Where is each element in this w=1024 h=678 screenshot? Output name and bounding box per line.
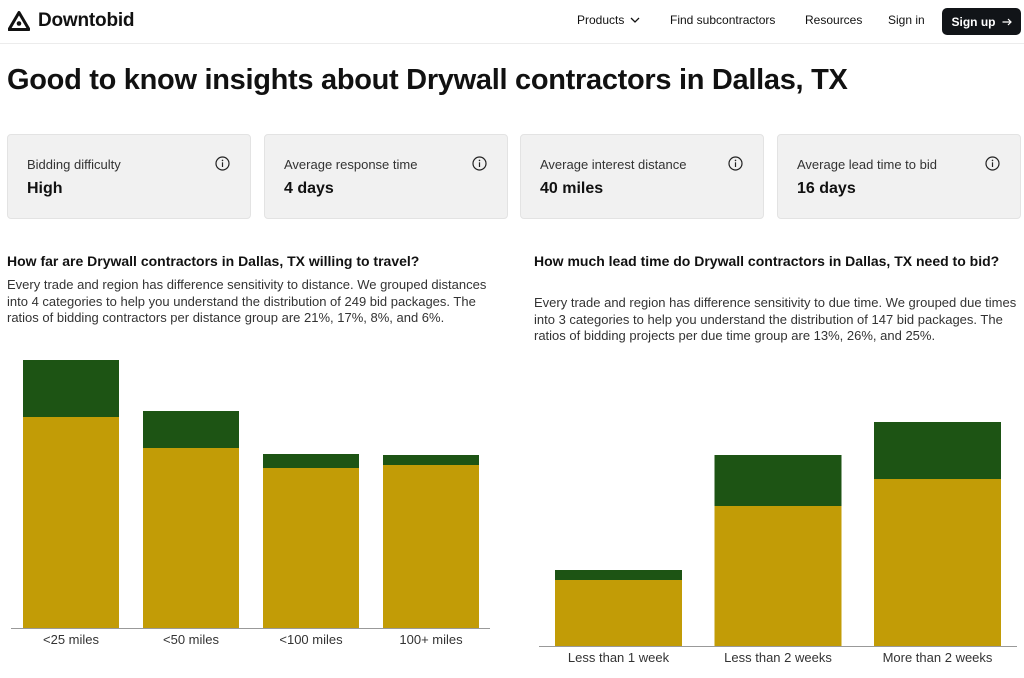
bar-segment	[143, 411, 239, 448]
lead-time-description: Every trade and region has difference se…	[534, 295, 1017, 343]
stat-value: 4 days	[284, 180, 334, 197]
nav-products-label: Products	[577, 13, 625, 27]
bar-segment	[383, 455, 479, 465]
bar-segment	[143, 448, 239, 628]
x-tick-label: <25 miles	[43, 632, 99, 647]
x-tick-label: More than 2 weeks	[883, 650, 993, 665]
info-icon[interactable]	[472, 156, 487, 171]
downtobid-logo-icon	[8, 11, 30, 31]
stat-label: Bidding difficulty	[27, 157, 121, 172]
travel-distance-description: Every trade and region has difference se…	[7, 277, 487, 325]
x-tick-label: Less than 1 week	[568, 650, 670, 665]
chevron-down-icon	[630, 17, 640, 23]
stat-card-average-interest-distance: Average interest distance 40 miles	[520, 134, 764, 219]
brand-name: Downtobid	[38, 10, 135, 31]
bar-segment	[714, 455, 842, 506]
bar-segment	[555, 580, 682, 646]
stat-card-average-lead-time: Average lead time to bid 16 days	[777, 134, 1021, 219]
info-icon[interactable]	[728, 156, 743, 171]
arrow-right-icon	[1002, 18, 1012, 25]
bar-segment	[555, 570, 682, 580]
stat-value: 16 days	[797, 180, 856, 197]
bar-segment	[874, 479, 1001, 646]
lead-time-heading: How much lead time do Drywall contractor…	[534, 253, 1000, 269]
bar-segment	[383, 465, 479, 628]
stat-value: 40 miles	[540, 180, 604, 197]
brand[interactable]: Downtobid	[8, 10, 135, 32]
stat-label: Average lead time to bid	[797, 157, 937, 172]
stat-card-bidding-difficulty: Bidding difficulty High	[7, 134, 251, 219]
x-tick-label: Less than 2 weeks	[724, 650, 832, 665]
bar-segment	[874, 422, 1001, 479]
sign-in-link[interactable]: Sign in	[888, 13, 925, 27]
stat-label: Average interest distance	[540, 157, 687, 172]
top-navbar: Downtobid Products Find subcontractors R…	[0, 0, 1024, 44]
info-icon[interactable]	[215, 156, 230, 171]
stat-label: Average response time	[284, 157, 418, 172]
bar-segment	[23, 417, 119, 628]
sign-up-label: Sign up	[951, 14, 996, 29]
bar-segment	[23, 360, 119, 417]
bar-segment	[714, 506, 842, 646]
stat-card-average-response-time: Average response time 4 days	[264, 134, 508, 219]
page-title: Good to know insights about Drywall cont…	[7, 64, 848, 96]
nav-products-menu[interactable]: Products	[577, 13, 640, 27]
nav-resources[interactable]: Resources	[805, 13, 863, 27]
bar-segment	[263, 454, 359, 468]
sign-up-button[interactable]: Sign up	[942, 8, 1021, 35]
nav-find-subcontractors[interactable]: Find subcontractors	[670, 13, 776, 27]
bar-segment	[263, 468, 359, 628]
stat-value: High	[27, 180, 63, 197]
info-icon[interactable]	[985, 156, 1000, 171]
travel-distance-heading: How far are Drywall contractors in Dalla…	[7, 253, 420, 269]
x-tick-label: <100 miles	[279, 632, 343, 647]
x-tick-label: 100+ miles	[399, 632, 463, 647]
x-tick-label: <50 miles	[163, 632, 219, 647]
